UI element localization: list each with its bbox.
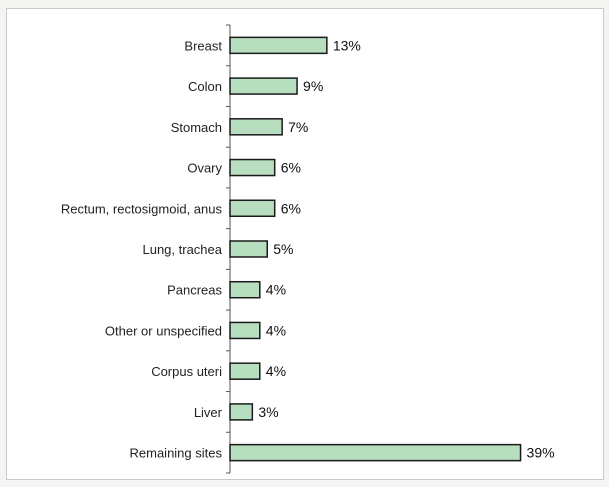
bar bbox=[229, 362, 261, 380]
value-label: 4% bbox=[266, 363, 286, 379]
value-label: 6% bbox=[281, 200, 301, 216]
category-label: Ovary bbox=[187, 161, 222, 176]
bar bbox=[229, 240, 268, 258]
value-label: 13% bbox=[333, 37, 361, 53]
labels-layer: Breast 13% Colon 9% Stomach 7% Ovary 6% Rectum, … bbox=[61, 37, 555, 460]
value-label: 6% bbox=[281, 160, 301, 176]
value-label: 4% bbox=[266, 322, 286, 338]
category-label: Colon bbox=[188, 79, 222, 94]
category-label: Rectum, rectosigmoid, anus bbox=[61, 201, 223, 216]
bar bbox=[229, 158, 276, 177]
category-label: Lung, trachea bbox=[142, 242, 222, 257]
category-label: Breast bbox=[184, 38, 222, 53]
bar bbox=[229, 77, 298, 95]
category-label: Corpus uteri bbox=[151, 364, 222, 379]
value-label: 39% bbox=[527, 445, 555, 461]
value-label: 7% bbox=[288, 119, 308, 135]
value-label: 3% bbox=[258, 404, 278, 420]
value-label: 5% bbox=[273, 241, 293, 257]
bar bbox=[229, 321, 261, 340]
bar bbox=[229, 199, 276, 218]
value-label: 9% bbox=[303, 78, 323, 94]
bar bbox=[229, 36, 328, 55]
bar bbox=[229, 403, 254, 421]
category-label: Stomach bbox=[171, 120, 222, 135]
category-label: Remaining sites bbox=[130, 446, 223, 461]
bars-layer bbox=[229, 36, 522, 462]
category-label: Pancreas bbox=[167, 283, 222, 298]
bar bbox=[229, 443, 522, 462]
category-label: Other or unspecified bbox=[105, 323, 222, 338]
value-label: 4% bbox=[266, 282, 286, 298]
category-label: Liver bbox=[194, 405, 223, 420]
bar bbox=[229, 118, 283, 136]
bar bbox=[229, 280, 261, 299]
chart-frame bbox=[6, 8, 604, 480]
